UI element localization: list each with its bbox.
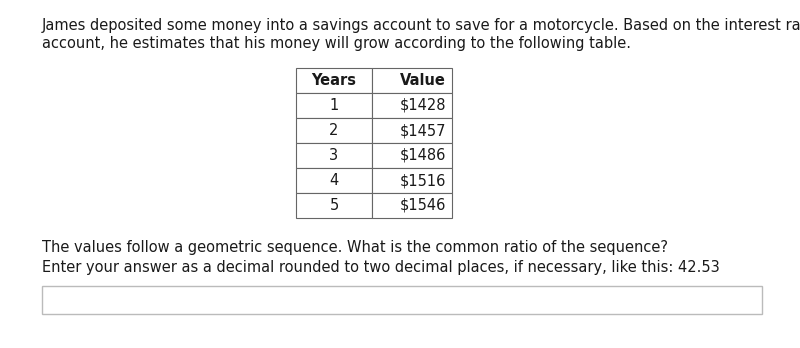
Bar (296, 93, 372, 118)
Bar (296, 118, 372, 143)
Text: $1516: $1516 (400, 173, 446, 188)
Bar (296, 193, 372, 218)
Text: The values follow a geometric sequence. What is the common ratio of the sequence: The values follow a geometric sequence. … (42, 240, 668, 255)
Text: $1546: $1546 (400, 198, 446, 213)
Text: 4: 4 (330, 173, 338, 188)
Bar (42, 286, 762, 314)
Text: 2: 2 (330, 123, 338, 138)
Text: Enter your answer as a decimal rounded to two decimal places, if necessary, like: Enter your answer as a decimal rounded t… (42, 260, 720, 275)
Bar (296, 168, 372, 193)
Text: 1: 1 (330, 98, 338, 113)
Bar (372, 68, 452, 93)
Text: account, he estimates that his money will grow according to the following table.: account, he estimates that his money wil… (42, 36, 631, 51)
Bar (372, 193, 452, 218)
Text: Value: Value (400, 73, 446, 88)
Bar (372, 93, 452, 118)
Text: 3: 3 (330, 148, 338, 163)
Text: James deposited some money into a savings account to save for a motorcycle. Base: James deposited some money into a saving… (42, 18, 800, 33)
Bar (296, 68, 372, 93)
Bar (372, 118, 452, 143)
Bar (372, 168, 452, 193)
Bar (296, 143, 372, 168)
Text: $1428: $1428 (399, 98, 446, 113)
Text: 5: 5 (330, 198, 338, 213)
Text: Years: Years (311, 73, 357, 88)
Text: $1457: $1457 (399, 123, 446, 138)
Bar (372, 143, 452, 168)
Text: $1486: $1486 (400, 148, 446, 163)
